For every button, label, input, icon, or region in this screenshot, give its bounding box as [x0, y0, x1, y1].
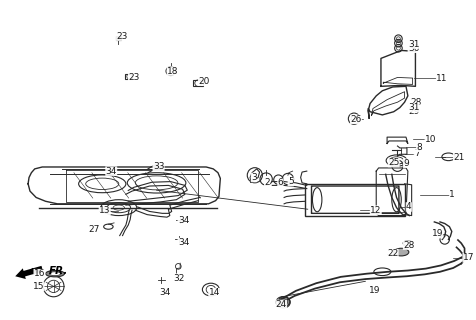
Text: 30: 30 — [408, 44, 419, 53]
Text: 8: 8 — [416, 143, 422, 152]
Text: 14: 14 — [208, 288, 220, 297]
Text: 9: 9 — [403, 159, 409, 168]
Text: 27: 27 — [88, 225, 99, 234]
Text: 34: 34 — [178, 216, 189, 225]
Text: 6: 6 — [278, 178, 283, 188]
Text: 7: 7 — [414, 149, 420, 158]
Text: 11: 11 — [436, 74, 448, 83]
Bar — [125, 74, 132, 79]
Text: FR.: FR. — [49, 266, 68, 276]
FancyArrow shape — [15, 266, 43, 279]
Text: 33: 33 — [153, 162, 164, 171]
Text: 17: 17 — [463, 253, 474, 262]
Text: 15: 15 — [33, 282, 44, 291]
Text: 1: 1 — [449, 190, 455, 199]
Bar — [193, 80, 203, 86]
Text: 3: 3 — [251, 173, 257, 182]
Text: 22: 22 — [387, 249, 398, 258]
Text: 23: 23 — [116, 32, 127, 41]
Text: 13: 13 — [99, 206, 110, 215]
Text: 34: 34 — [106, 167, 117, 176]
Text: 19: 19 — [431, 229, 443, 238]
Text: 31: 31 — [408, 40, 419, 49]
Text: 32: 32 — [173, 274, 185, 283]
Text: 2: 2 — [264, 178, 270, 187]
Ellipse shape — [50, 272, 60, 276]
Ellipse shape — [394, 248, 409, 256]
Text: 24: 24 — [276, 300, 287, 309]
Text: 5: 5 — [288, 177, 294, 186]
Text: 23: 23 — [128, 73, 139, 82]
Bar — [306, 184, 405, 216]
Text: 29: 29 — [408, 107, 419, 116]
Ellipse shape — [278, 297, 290, 307]
Text: 28: 28 — [403, 241, 415, 250]
Text: 4: 4 — [406, 203, 412, 212]
Text: 16: 16 — [34, 269, 45, 278]
Text: 26: 26 — [350, 115, 362, 124]
Text: 20: 20 — [198, 77, 209, 86]
Text: 28: 28 — [411, 98, 422, 107]
Bar — [116, 36, 121, 40]
Text: 12: 12 — [370, 206, 381, 215]
Text: 10: 10 — [425, 135, 436, 144]
Text: 25: 25 — [388, 158, 399, 167]
Text: 34: 34 — [159, 288, 170, 297]
Text: 34: 34 — [178, 238, 189, 247]
Text: 18: 18 — [167, 67, 178, 76]
Text: 19: 19 — [369, 286, 381, 295]
Text: 21: 21 — [453, 153, 465, 162]
Ellipse shape — [46, 270, 64, 277]
Text: 31: 31 — [408, 103, 419, 112]
